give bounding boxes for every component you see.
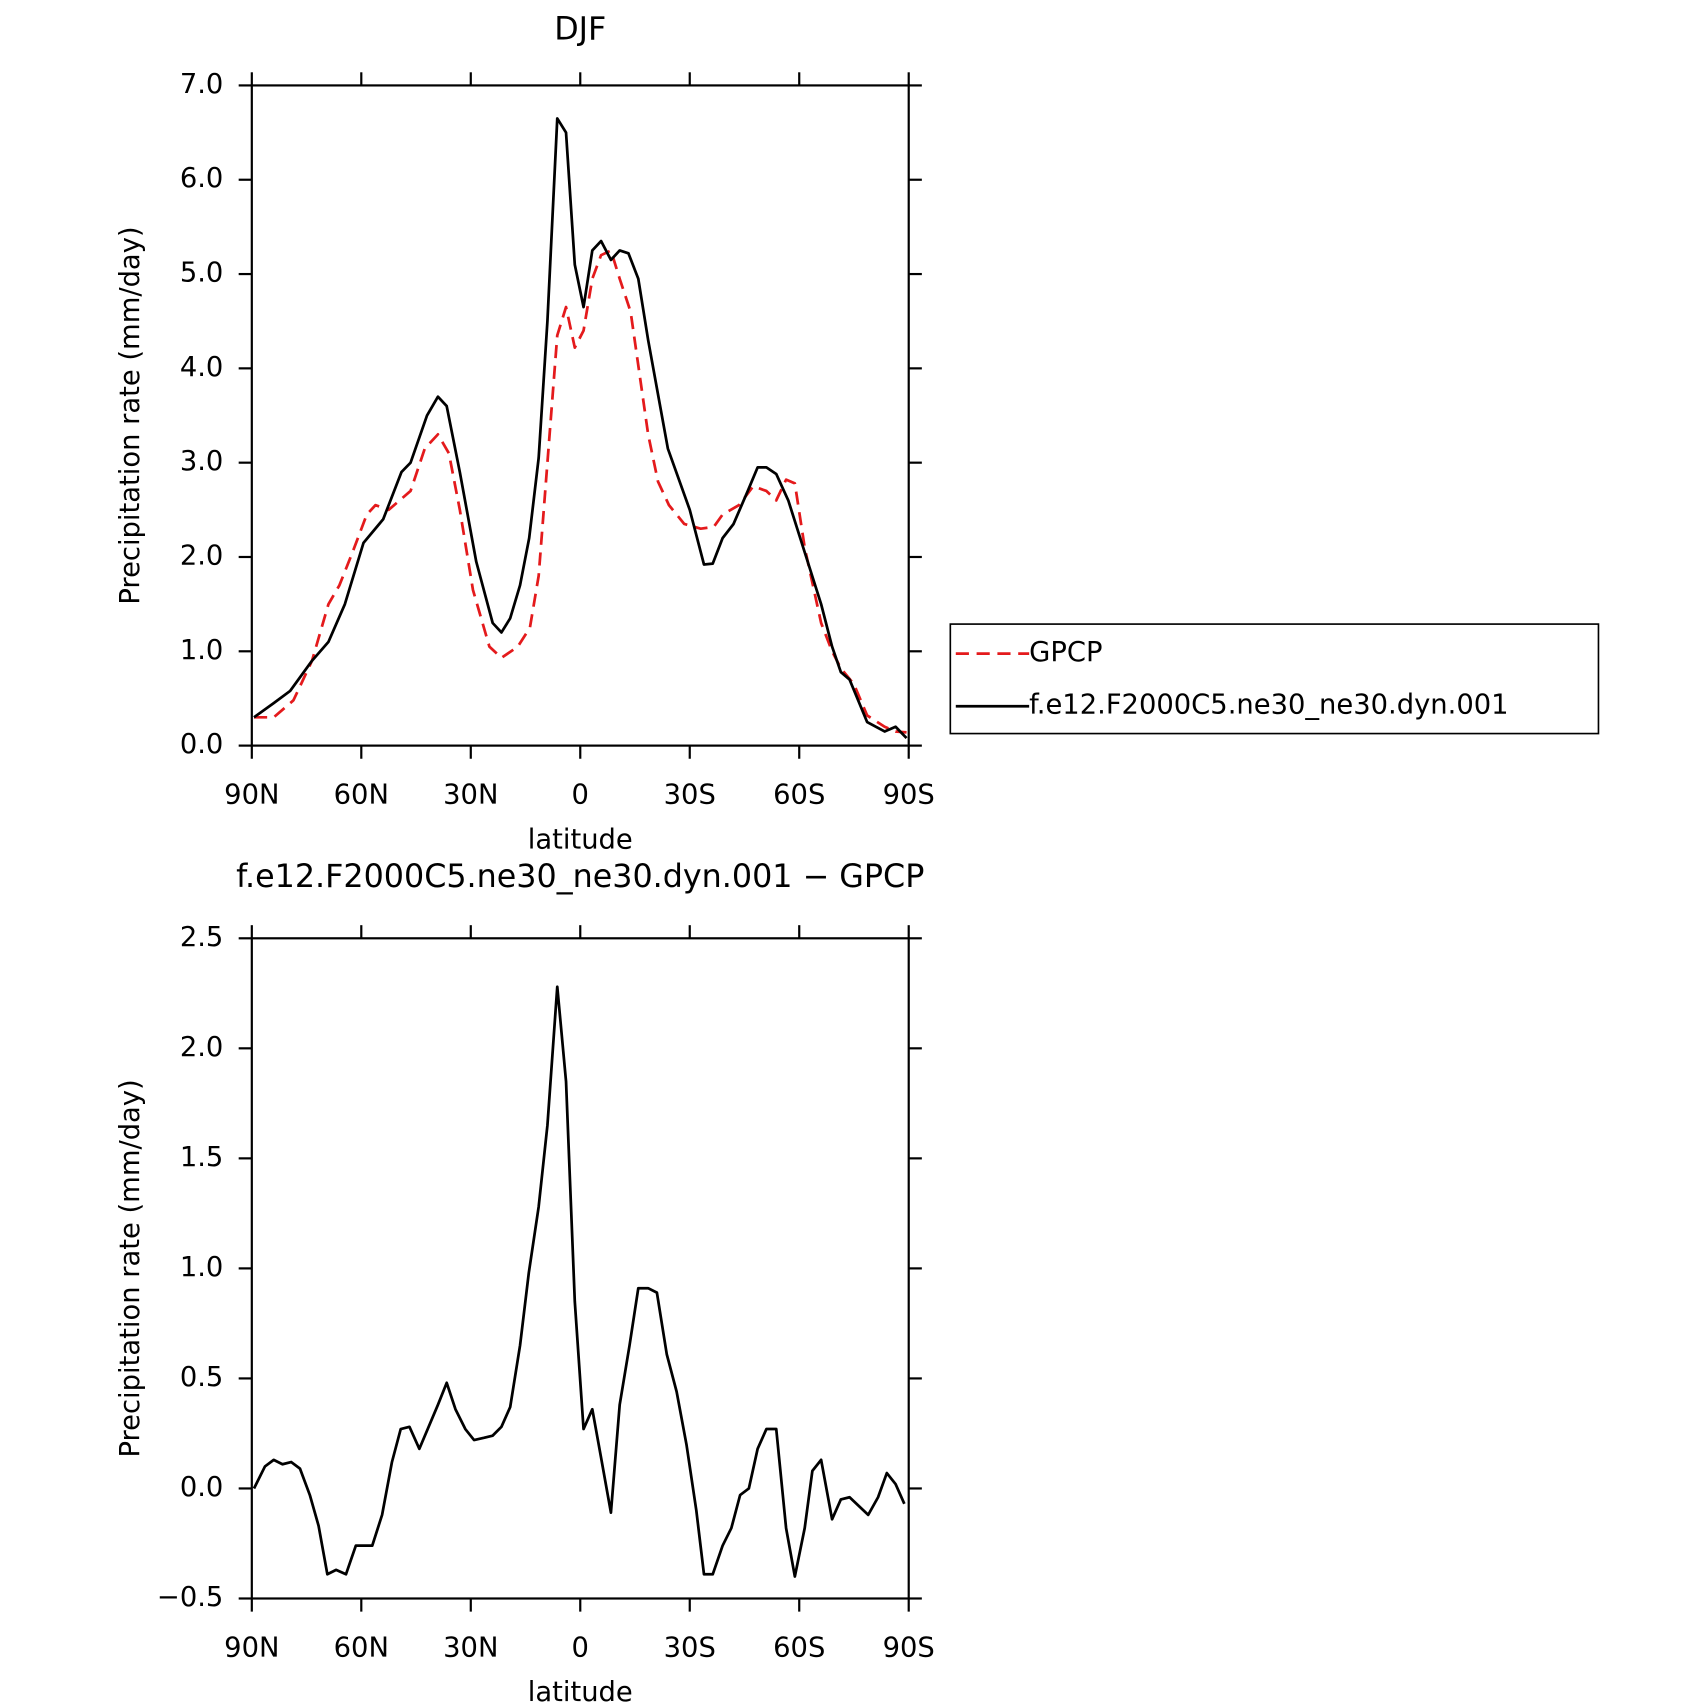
data-line <box>253 117 908 740</box>
x-tick-label: 60S <box>773 779 825 810</box>
y-tick-label: 7.0 <box>180 69 224 100</box>
y-axis-label: Precipitation rate (mm/day) <box>115 1079 146 1457</box>
x-tick-label: 90S <box>883 1632 935 1663</box>
x-tick-label: 30S <box>664 1632 716 1663</box>
x-tick-label: 30N <box>443 779 498 810</box>
y-tick-label: 2.5 <box>180 922 224 953</box>
data-line <box>252 985 906 1578</box>
data-line <box>254 249 907 734</box>
x-axis-label: latitude <box>528 824 633 855</box>
x-tick-label: 60N <box>334 1632 389 1663</box>
x-tick-label: 0 <box>572 779 589 810</box>
y-tick-label: 1.0 <box>180 1252 224 1283</box>
plot-frame <box>250 937 910 1600</box>
y-tick-label: 4.0 <box>180 352 224 383</box>
plot-frame <box>250 84 910 747</box>
x-tick-label: 60S <box>773 1632 825 1663</box>
y-tick-label: −0.5 <box>157 1582 223 1613</box>
chart-title: DJF <box>554 12 606 48</box>
x-tick-label: 60N <box>334 779 389 810</box>
y-tick-label: 1.5 <box>180 1142 224 1173</box>
y-tick-label: 0.0 <box>180 1472 224 1503</box>
x-tick-label: 30N <box>443 1632 498 1663</box>
x-tick-label: 90N <box>224 779 279 810</box>
legend-label: GPCP <box>1029 637 1102 668</box>
y-tick-label: 5.0 <box>180 258 224 289</box>
y-tick-label: 1.0 <box>180 635 224 666</box>
y-axis-label: Precipitation rate (mm/day) <box>115 226 146 604</box>
y-tick-label: 0.5 <box>180 1362 224 1393</box>
y-tick-label: 3.0 <box>180 446 224 477</box>
x-tick-label: 30S <box>664 779 716 810</box>
x-tick-label: 0 <box>572 1632 589 1663</box>
chart-title: f.e12.F2000C5.ne30_ne30.dyn.001 − GPCP <box>236 859 924 895</box>
legend-label: f.e12.F2000C5.ne30_ne30.dyn.001 <box>1029 690 1508 721</box>
y-tick-label: 2.0 <box>180 1032 224 1063</box>
y-tick-label: 6.0 <box>180 163 224 194</box>
y-tick-label: 2.0 <box>180 540 224 571</box>
y-tick-label: 0.0 <box>180 729 224 760</box>
x-tick-label: 90S <box>883 779 935 810</box>
legend-box <box>949 623 1600 735</box>
x-tick-label: 90N <box>224 1632 279 1663</box>
x-axis-label: latitude <box>528 1677 633 1708</box>
